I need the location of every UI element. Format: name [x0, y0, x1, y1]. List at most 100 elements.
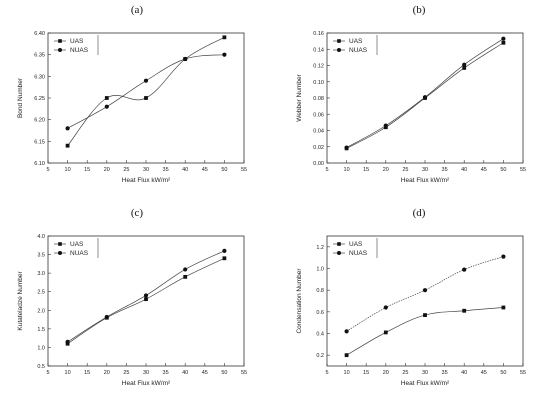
- legend-marker: [58, 39, 62, 43]
- data-point-nuas: [462, 267, 467, 272]
- y-axis-label: Kutateladze Number: [17, 271, 24, 331]
- legend-label: NUAS: [349, 250, 368, 257]
- chart-condensation-number: 5 10 15 20 25 30 35 40 45 50 55 0.2 0.4 0.6 0.8 1.0 1.2 H…: [296, 235, 526, 387]
- legend-marker: [337, 39, 341, 43]
- series-line-nuas: [346, 256, 504, 332]
- x-tick-label: 25: [123, 370, 129, 376]
- x-tick-label: 15: [363, 370, 369, 376]
- x-tick-label: 40: [461, 370, 467, 376]
- y-tick-label: 6.20: [34, 118, 45, 124]
- data-point-nuas: [222, 52, 227, 57]
- data-point-nuas: [65, 339, 70, 344]
- x-tick-label: 50: [221, 370, 227, 376]
- x-tick-label: 10: [344, 370, 350, 376]
- x-tick-label: 35: [442, 370, 448, 376]
- legend-label: UAS: [70, 38, 84, 45]
- y-tick-label: 1.2: [316, 245, 324, 251]
- x-tick-label: 40: [461, 167, 467, 173]
- data-point-nuas: [344, 145, 349, 150]
- legend-label: NUAS: [349, 47, 368, 54]
- x-tick-label: 50: [221, 167, 227, 173]
- panel-label-b: (b): [412, 4, 426, 16]
- data-point-nuas: [422, 95, 428, 100]
- legend-label: UAS: [349, 38, 363, 45]
- y-tick-label: 0.16: [313, 31, 324, 37]
- y-tick-label: 0.04: [313, 129, 324, 135]
- data-point-nuas: [104, 104, 109, 109]
- y-tick-label: 0.02: [313, 145, 324, 151]
- x-tick-label: 10: [65, 167, 71, 173]
- data-point-uas: [383, 330, 388, 335]
- x-tick-label: 50: [500, 167, 506, 173]
- legend-label: UAS: [70, 241, 84, 248]
- x-tick-label: 45: [202, 167, 208, 173]
- legend-marker: [337, 242, 341, 246]
- x-tick-label: 45: [481, 370, 487, 376]
- chart-kutateladze-number: 5 10 15 20 25 30 35 40 45 50 55 0.5 1.0 1.5 2.0 2.5 3.0 3…: [17, 234, 247, 387]
- y-tick-label: 0.6: [316, 310, 324, 316]
- data-point-uas: [104, 96, 109, 100]
- x-tick-label: 55: [520, 370, 526, 376]
- x-tick-label: 20: [383, 370, 389, 376]
- x-axis-label: Heat Flux kW/m²: [122, 177, 171, 184]
- x-tick-label: 25: [402, 167, 408, 173]
- data-point-nuas: [143, 78, 149, 83]
- x-tick-label: 5: [325, 370, 328, 376]
- data-point-nuas: [65, 126, 70, 131]
- x-tick-label: 25: [123, 167, 129, 173]
- legend-marker: [337, 48, 341, 52]
- y-tick-label: 3.0: [37, 271, 45, 277]
- x-tick-label: 20: [104, 370, 110, 376]
- legend-label: NUAS: [70, 250, 89, 257]
- y-tick-label: 1.0: [37, 345, 45, 351]
- x-tick-label: 45: [481, 167, 487, 173]
- data-point-uas: [183, 274, 188, 279]
- y-tick-label: 6.25: [34, 96, 45, 102]
- data-point-uas: [144, 96, 148, 100]
- x-tick-label: 45: [202, 370, 208, 376]
- legend-label: NUAS: [70, 47, 89, 54]
- data-point-uas: [222, 256, 227, 261]
- data-point-nuas: [104, 314, 109, 320]
- panel-label-a: (a): [130, 4, 144, 16]
- data-point-uas: [462, 66, 467, 70]
- y-tick-label: 0.14: [313, 47, 324, 53]
- data-point-uas: [423, 313, 427, 317]
- x-axis-label: Heat Flux kW/m²: [401, 380, 450, 387]
- y-tick-label: 0.8: [316, 288, 324, 294]
- x-tick-label: 25: [402, 370, 408, 376]
- y-tick-label: 0.06: [313, 112, 324, 118]
- y-tick-label: 0.10: [313, 80, 324, 86]
- x-tick-label: 50: [500, 370, 506, 376]
- x-tick-label: 10: [344, 167, 350, 173]
- x-tick-label: 35: [163, 370, 169, 376]
- y-tick-label: 6.10: [34, 161, 45, 167]
- data-point-uas: [462, 308, 467, 313]
- y-tick-label: 6.40: [34, 31, 45, 37]
- y-axis-label: Bond Number: [17, 77, 24, 118]
- y-tick-label: 0.12: [313, 64, 324, 70]
- data-point-uas: [65, 143, 70, 148]
- chart-bond-number: 5 10 15 20 25 30 35 40 45 50 55 6.10 6.15 6.20 6.25 6.3…: [17, 31, 247, 184]
- data-point-nuas: [501, 36, 506, 41]
- y-tick-label: 2.0: [37, 308, 45, 314]
- x-tick-label: 30: [143, 167, 149, 173]
- data-point-uas: [501, 40, 506, 45]
- data-point-uas: [222, 35, 227, 40]
- chart-webber-number: 5 10 15 20 25 30 35 40 45 50 55 0.00 0.02 0.04 0.06 0.0…: [296, 31, 526, 184]
- x-tick-label: 5: [46, 370, 49, 376]
- x-tick-label: 15: [84, 167, 90, 173]
- x-tick-label: 15: [363, 167, 369, 173]
- legend-marker: [58, 242, 62, 246]
- legend-marker: [58, 251, 62, 255]
- data-point-nuas: [344, 329, 349, 334]
- series-line-nuas: [67, 54, 225, 129]
- series-line-nuas: [346, 38, 504, 148]
- panel-label-d: (d): [412, 207, 426, 219]
- x-axis-label: Heat Flux kW/m²: [401, 177, 450, 184]
- x-tick-label: 5: [325, 167, 328, 173]
- data-point-nuas: [183, 267, 188, 272]
- legend-marker: [58, 48, 62, 52]
- x-tick-label: 10: [65, 370, 71, 376]
- data-point-nuas: [501, 254, 506, 259]
